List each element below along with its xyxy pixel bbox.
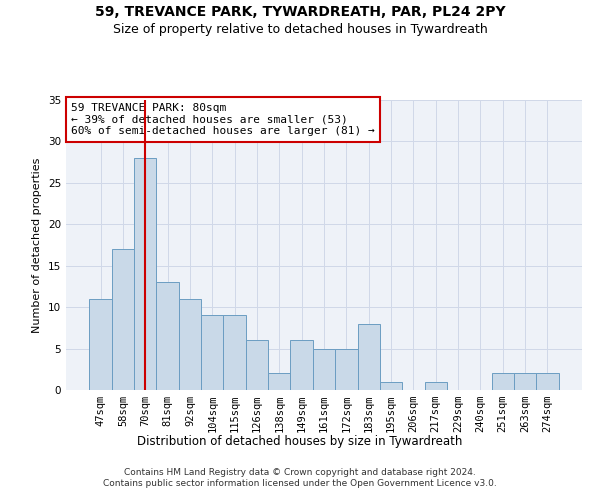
Bar [313, 348, 335, 390]
Text: Size of property relative to detached houses in Tywardreath: Size of property relative to detached ho… [113, 22, 487, 36]
Bar [536, 374, 559, 390]
Bar [380, 382, 402, 390]
Bar [491, 374, 514, 390]
Y-axis label: Number of detached properties: Number of detached properties [32, 158, 43, 332]
Bar [290, 340, 313, 390]
Bar [425, 382, 447, 390]
Text: 59, TREVANCE PARK, TYWARDREATH, PAR, PL24 2PY: 59, TREVANCE PARK, TYWARDREATH, PAR, PL2… [95, 5, 505, 19]
Bar [112, 249, 134, 390]
Bar [358, 324, 380, 390]
Bar [268, 374, 290, 390]
Bar [223, 316, 246, 390]
Bar [335, 348, 358, 390]
Bar [179, 299, 201, 390]
Text: 59 TREVANCE PARK: 80sqm
← 39% of detached houses are smaller (53)
60% of semi-de: 59 TREVANCE PARK: 80sqm ← 39% of detache… [71, 103, 375, 136]
Bar [89, 299, 112, 390]
Bar [157, 282, 179, 390]
Bar [514, 374, 536, 390]
Text: Distribution of detached houses by size in Tywardreath: Distribution of detached houses by size … [137, 435, 463, 448]
Bar [201, 316, 223, 390]
Text: Contains HM Land Registry data © Crown copyright and database right 2024.
Contai: Contains HM Land Registry data © Crown c… [103, 468, 497, 487]
Bar [246, 340, 268, 390]
Bar [134, 158, 157, 390]
